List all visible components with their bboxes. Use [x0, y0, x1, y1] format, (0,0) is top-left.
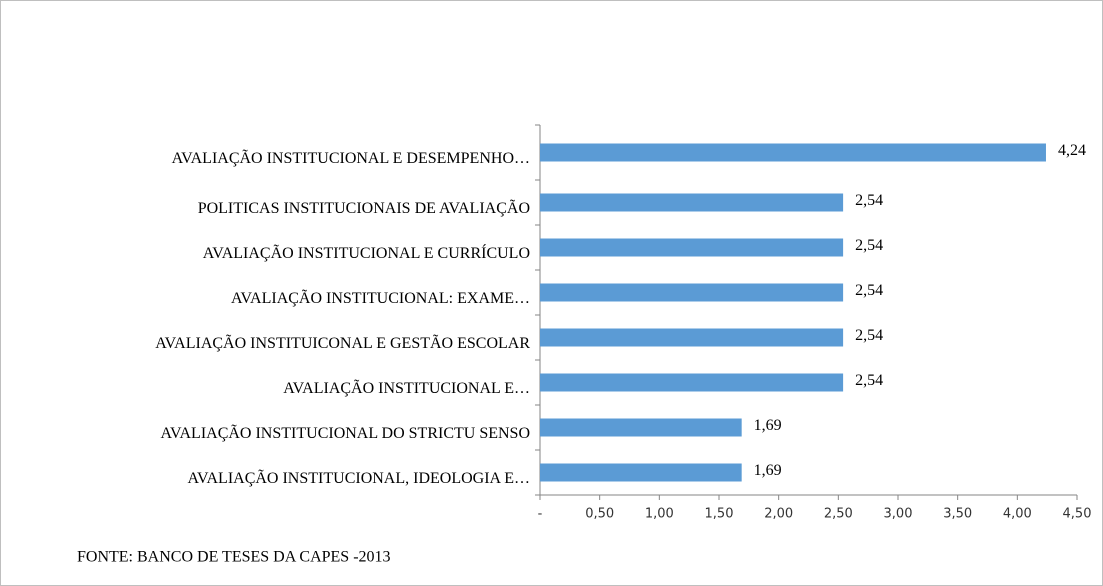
category-label: AVALIAÇÃO INSTITUCIONAL: EXAME… — [231, 289, 530, 307]
source-note: FONTE: BANCO DE TESES DA CAPES -2013 — [77, 549, 391, 566]
value-label: 1,69 — [754, 462, 782, 479]
x-tick-label: 2,50 — [824, 507, 853, 522]
bar — [540, 463, 742, 482]
value-label: 1,69 — [754, 417, 782, 434]
category-label: AVALIAÇÃO INSTITUICONAL E GESTÃO ESCOLAR — [155, 334, 530, 352]
category-label: POLITICAS INSTITUCIONAIS DE AVALIAÇÃO — [198, 199, 530, 217]
x-tick-label: - — [538, 507, 543, 522]
x-tick-label: 0,50 — [585, 507, 614, 522]
value-label: 2,54 — [855, 327, 883, 344]
category-label: AVALIAÇÃO INSTITUCIONAL E DESEMPENHO… — [172, 149, 530, 167]
value-label: 2,54 — [855, 372, 883, 389]
bar — [540, 283, 844, 302]
value-label: 2,54 — [855, 237, 883, 254]
x-tick-label: 4,00 — [1003, 507, 1032, 522]
x-tick-label: 1,50 — [705, 507, 734, 522]
value-label: 4,24 — [1058, 142, 1086, 159]
bar — [540, 238, 844, 257]
category-label: AVALIAÇÃO INSTITUCIONAL DO STRICTU SENSO — [161, 424, 531, 442]
x-tick-label: 3,50 — [943, 507, 972, 522]
x-tick-label: 1,00 — [645, 507, 674, 522]
bar — [540, 418, 742, 437]
bar — [540, 193, 844, 212]
bar — [540, 373, 844, 392]
value-label: 2,54 — [855, 282, 883, 299]
x-tick-label: 2,00 — [764, 507, 793, 522]
value-label: 2,54 — [855, 192, 883, 209]
category-label: AVALIAÇÃO INSTITUCIONAL E CURRÍCULO — [203, 243, 530, 262]
x-tick-label: 3,00 — [884, 507, 913, 522]
bar — [540, 143, 1046, 162]
category-label: AVALIAÇÃO INSTITUCIONAL, IDEOLOGIA E… — [188, 469, 531, 487]
bar — [540, 328, 844, 347]
category-label: AVALIAÇÃO INSTITUCIONAL E… — [283, 379, 530, 397]
x-tick-label: 4,50 — [1063, 507, 1092, 522]
